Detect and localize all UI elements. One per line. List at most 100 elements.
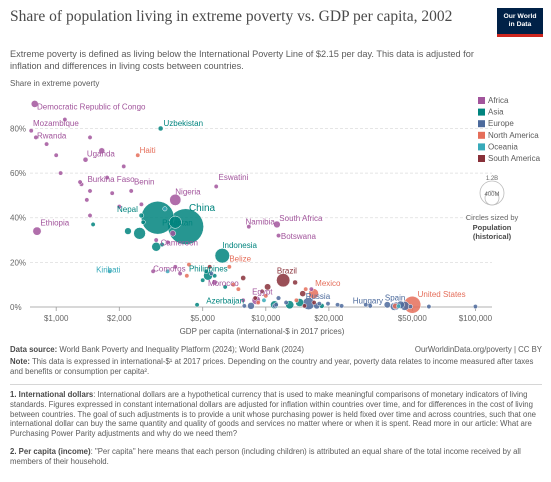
point-lithuania[interactable] — [325, 301, 331, 307]
point-hungary[interactable] — [339, 303, 345, 309]
point-chad[interactable] — [87, 213, 93, 218]
legend-item-south-america[interactable]: South America — [478, 154, 541, 163]
point-el-salvador[interactable] — [230, 282, 236, 288]
point-sierra-leone[interactable] — [77, 179, 83, 185]
point-nicaragua[interactable] — [184, 273, 190, 279]
point-malawi[interactable] — [53, 152, 59, 158]
point-cameroon[interactable] — [165, 239, 171, 245]
point-myanmar[interactable] — [124, 227, 132, 235]
point-latvia[interactable] — [316, 301, 322, 307]
point-bolivia[interactable] — [207, 264, 213, 270]
point-rwanda[interactable] — [33, 134, 39, 140]
point-madagascar[interactable] — [87, 134, 93, 140]
point-benin[interactable] — [128, 188, 134, 194]
point-romania[interactable] — [275, 295, 282, 301]
owid-logo[interactable]: Our World in Data — [497, 8, 543, 35]
point-tajikistan[interactable] — [90, 221, 96, 227]
point-norway[interactable] — [426, 304, 432, 310]
legend-item-oceania[interactable]: Oceania — [478, 142, 518, 151]
legend-item-africa[interactable]: Africa — [478, 96, 509, 105]
point-brazil[interactable] — [276, 273, 291, 288]
point-papua-new-guinea[interactable] — [162, 206, 168, 212]
point-paraguay[interactable] — [259, 288, 265, 294]
point-mozambique[interactable] — [28, 128, 34, 134]
point-indonesia[interactable] — [214, 248, 230, 264]
point-spain[interactable] — [383, 301, 391, 309]
point-mauritania[interactable] — [177, 271, 183, 276]
point-dominican-republic[interactable] — [263, 293, 269, 299]
point-belize[interactable] — [226, 264, 232, 270]
point-nepal[interactable] — [138, 212, 145, 219]
point-uruguay[interactable] — [302, 303, 307, 309]
point-georgia[interactable] — [203, 268, 209, 274]
point-gabon[interactable] — [308, 286, 314, 292]
point-portugal[interactable] — [367, 303, 373, 309]
point-colombia[interactable] — [264, 283, 272, 291]
point-luxembourg[interactable] — [472, 304, 478, 310]
point-central-african-republic[interactable] — [62, 117, 68, 122]
point-laos[interactable] — [159, 242, 165, 247]
point-bangladesh[interactable] — [133, 227, 146, 240]
point-south-africa[interactable] — [273, 220, 281, 229]
point-comoros[interactable] — [150, 268, 156, 274]
point-tunisia[interactable] — [240, 297, 246, 303]
point-uganda[interactable] — [82, 156, 89, 163]
point-haiti[interactable] — [135, 152, 141, 158]
point-australia[interactable] — [396, 303, 402, 309]
point-nigeria[interactable] — [169, 193, 182, 206]
point-ghana[interactable] — [153, 237, 159, 243]
point-zambia[interactable] — [121, 163, 127, 169]
point-namibia[interactable] — [246, 224, 252, 230]
point-fiji[interactable] — [261, 297, 267, 303]
point-chile[interactable] — [311, 300, 317, 305]
legend-item-north-america[interactable]: North America — [478, 131, 539, 140]
point-albania[interactable] — [241, 303, 247, 309]
point-morocco[interactable] — [211, 279, 218, 286]
source-url-link[interactable]: OurWorldinData.org/poverty | CC BY — [414, 345, 542, 354]
point-burundi[interactable] — [44, 141, 50, 147]
point-ethiopia[interactable] — [32, 226, 42, 236]
point-costa-rica[interactable] — [293, 297, 299, 303]
point-togo[interactable] — [84, 197, 90, 203]
scatter-chart[interactable]: Share in extreme poverty 0% 20% 40% 60% 80% $1… — [0, 75, 551, 340]
point-peru[interactable] — [240, 275, 247, 281]
point-mongolia[interactable] — [200, 277, 206, 283]
point-netherlands[interactable] — [408, 304, 413, 310]
point-honduras[interactable] — [186, 262, 192, 268]
point-ecuador[interactable] — [252, 295, 258, 301]
data-points[interactable] — [28, 100, 478, 314]
point-botswana[interactable] — [276, 233, 281, 239]
point-eswatini[interactable] — [213, 184, 219, 189]
point-gambia[interactable] — [116, 204, 122, 210]
point-lesotho[interactable] — [109, 190, 115, 196]
point-micronesia[interactable] — [165, 268, 171, 274]
point-guinea[interactable] — [104, 175, 110, 181]
point-niger[interactable] — [58, 170, 64, 176]
point-panama[interactable] — [303, 286, 309, 292]
point-pakistan[interactable] — [168, 215, 182, 229]
point-azerbaijan[interactable] — [194, 302, 200, 308]
point-estonia[interactable] — [335, 302, 341, 308]
point-argentina[interactable] — [299, 290, 306, 297]
point-serbia[interactable] — [273, 302, 279, 308]
point-vietnam[interactable] — [151, 242, 161, 252]
point-sri-lanka[interactable] — [222, 284, 228, 290]
legend-item-asia[interactable]: Asia — [478, 108, 504, 117]
point-moldova[interactable] — [208, 271, 214, 276]
legend[interactable]: Africa Asia Europe North America Oceania Sout… — [478, 96, 541, 163]
point-guatemala[interactable] — [235, 286, 241, 292]
point-venezuela[interactable] — [292, 279, 298, 286]
point-kiribati[interactable] — [107, 268, 113, 274]
point-democratic-republic-of-congo[interactable] — [30, 100, 39, 108]
point-cote-d-ivoire[interactable] — [172, 264, 178, 270]
point-bulgaria[interactable] — [283, 300, 289, 305]
point-senegal[interactable] — [138, 201, 144, 207]
point-jamaica[interactable] — [255, 300, 261, 305]
point-tanzania[interactable] — [98, 147, 106, 155]
legend-item-europe[interactable]: Europe — [478, 119, 514, 128]
point-uzbekistan[interactable] — [157, 125, 164, 132]
point-kyrgyzstan[interactable] — [140, 219, 146, 225]
point-kenya[interactable] — [169, 230, 176, 237]
point-ukraine[interactable] — [247, 302, 255, 310]
point-mali[interactable] — [87, 188, 93, 194]
